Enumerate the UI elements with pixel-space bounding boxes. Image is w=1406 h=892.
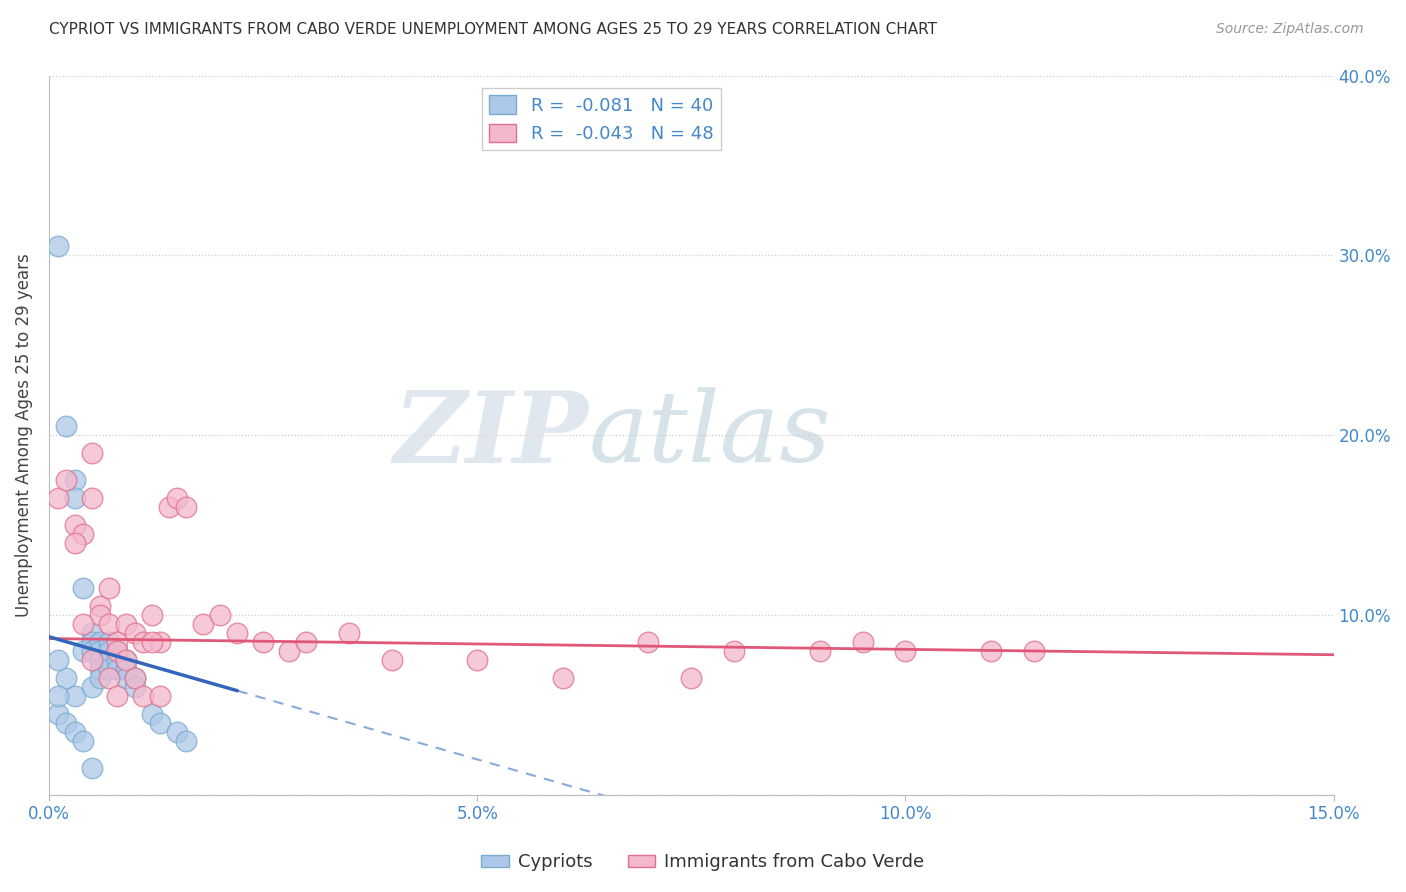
Point <box>723 644 745 658</box>
Point <box>681 671 703 685</box>
Text: Source: ZipAtlas.com: Source: ZipAtlas.com <box>1216 22 1364 37</box>
Point <box>295 635 318 649</box>
Point <box>174 500 197 515</box>
Point <box>63 689 86 703</box>
Text: ZIP: ZIP <box>394 387 589 483</box>
Point <box>80 644 103 658</box>
Point <box>141 707 163 722</box>
Legend: Cypriots, Immigrants from Cabo Verde: Cypriots, Immigrants from Cabo Verde <box>474 847 932 879</box>
Point <box>72 617 94 632</box>
Point <box>277 644 299 658</box>
Point <box>551 671 574 685</box>
Point <box>337 626 360 640</box>
Point <box>141 608 163 623</box>
Point <box>80 680 103 694</box>
Point <box>46 239 69 253</box>
Point <box>89 671 111 685</box>
Point <box>115 662 138 676</box>
Point <box>107 653 129 667</box>
Point <box>132 689 155 703</box>
Point <box>124 671 146 685</box>
Point <box>115 653 138 667</box>
Point <box>132 635 155 649</box>
Point <box>252 635 274 649</box>
Point <box>97 671 120 685</box>
Point <box>46 707 69 722</box>
Point <box>97 662 120 676</box>
Point <box>209 608 232 623</box>
Point <box>115 671 138 685</box>
Point <box>141 635 163 649</box>
Point <box>63 536 86 550</box>
Point <box>115 617 138 632</box>
Point <box>80 626 103 640</box>
Point <box>55 419 77 434</box>
Point <box>46 689 69 703</box>
Point <box>80 761 103 775</box>
Point <box>637 635 659 649</box>
Point <box>107 689 129 703</box>
Point <box>89 608 111 623</box>
Point <box>980 644 1002 658</box>
Point <box>72 581 94 595</box>
Point <box>107 644 129 658</box>
Point <box>166 725 188 739</box>
Point <box>124 626 146 640</box>
Point <box>115 653 138 667</box>
Point <box>55 473 77 487</box>
Point <box>174 734 197 748</box>
Point <box>107 644 129 658</box>
Point <box>226 626 249 640</box>
Point <box>157 500 180 515</box>
Text: CYPRIOT VS IMMIGRANTS FROM CABO VERDE UNEMPLOYMENT AMONG AGES 25 TO 29 YEARS COR: CYPRIOT VS IMMIGRANTS FROM CABO VERDE UN… <box>49 22 938 37</box>
Point <box>149 716 172 731</box>
Point <box>63 473 86 487</box>
Point <box>191 617 214 632</box>
Point <box>149 635 172 649</box>
Point <box>97 644 120 658</box>
Point <box>89 599 111 614</box>
Legend: R =  -0.081   N = 40, R =  -0.043   N = 48: R = -0.081 N = 40, R = -0.043 N = 48 <box>482 88 721 151</box>
Point <box>80 446 103 460</box>
Point <box>80 653 103 667</box>
Point <box>149 689 172 703</box>
Point <box>808 644 831 658</box>
Point <box>55 671 77 685</box>
Point <box>124 671 146 685</box>
Point <box>97 635 120 649</box>
Text: atlas: atlas <box>589 388 831 483</box>
Y-axis label: Unemployment Among Ages 25 to 29 years: Unemployment Among Ages 25 to 29 years <box>15 253 32 617</box>
Point <box>107 635 129 649</box>
Point <box>107 662 129 676</box>
Point <box>55 716 77 731</box>
Point <box>89 635 111 649</box>
Point <box>380 653 402 667</box>
Point <box>80 635 103 649</box>
Point <box>1022 644 1045 658</box>
Point <box>97 581 120 595</box>
Point <box>72 644 94 658</box>
Point <box>72 527 94 541</box>
Point <box>80 491 103 506</box>
Point <box>894 644 917 658</box>
Point <box>63 518 86 533</box>
Point <box>89 662 111 676</box>
Point <box>46 491 69 506</box>
Point <box>63 725 86 739</box>
Point <box>89 653 111 667</box>
Point <box>97 653 120 667</box>
Point <box>124 680 146 694</box>
Point <box>63 491 86 506</box>
Point <box>97 617 120 632</box>
Point <box>465 653 488 667</box>
Point <box>89 644 111 658</box>
Point <box>46 653 69 667</box>
Point <box>852 635 875 649</box>
Point <box>72 734 94 748</box>
Point <box>166 491 188 506</box>
